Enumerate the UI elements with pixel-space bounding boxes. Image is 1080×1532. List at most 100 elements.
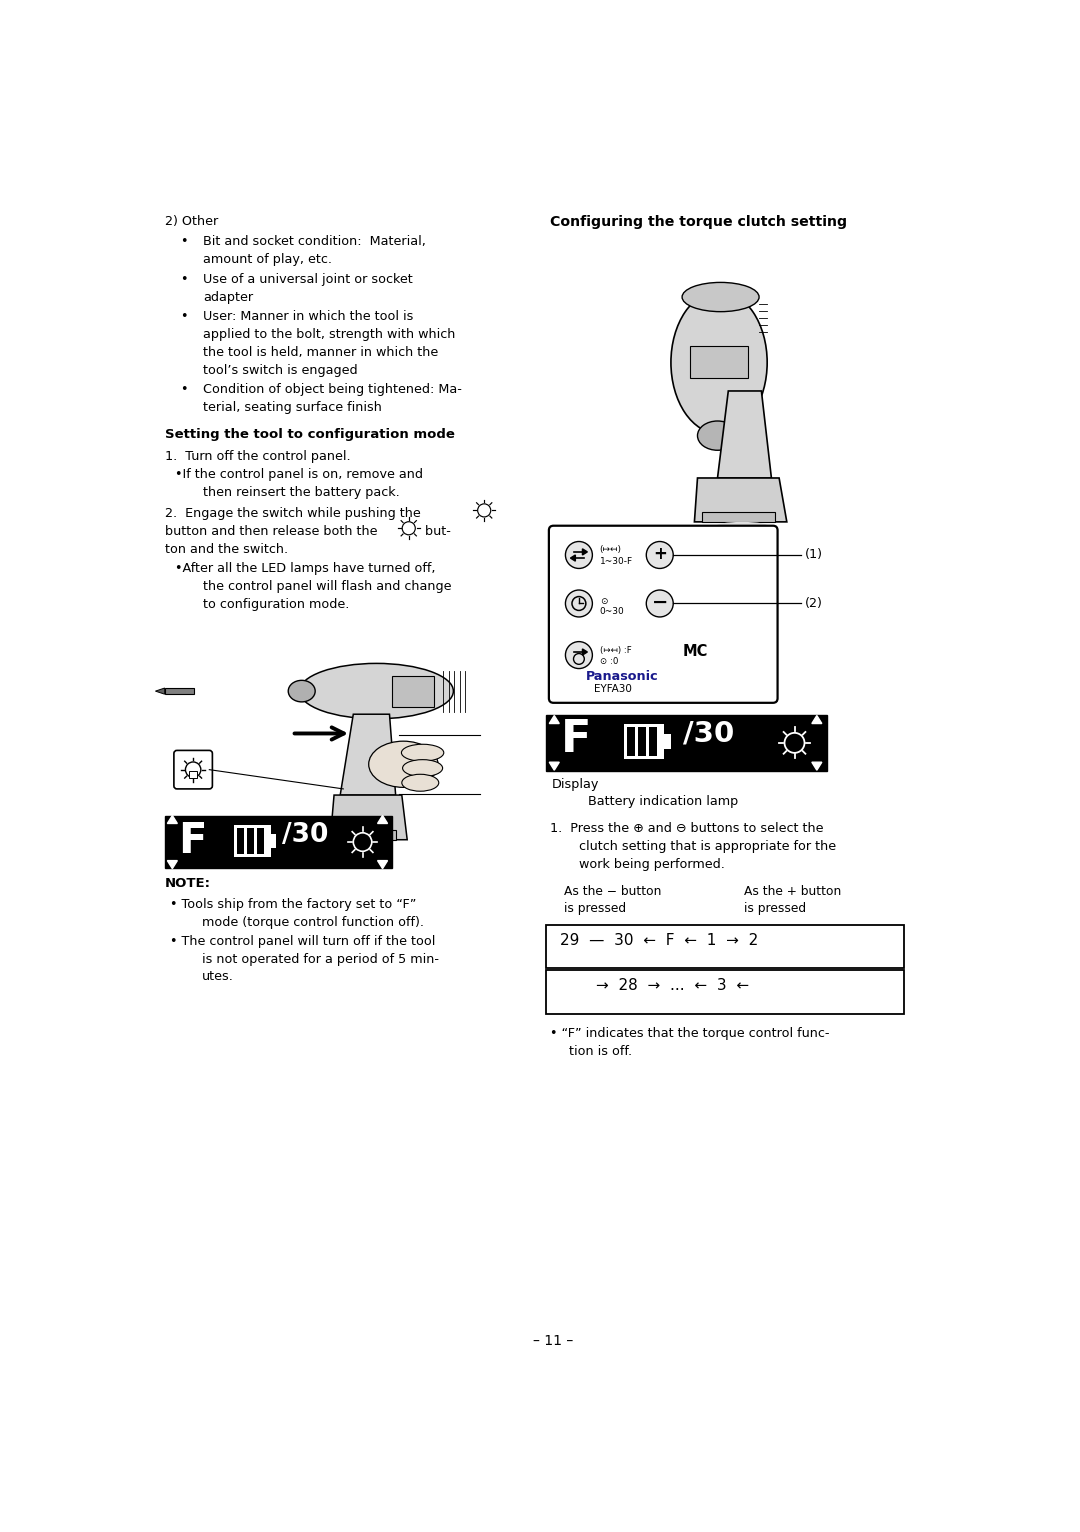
Text: amount of play, etc.: amount of play, etc. — [203, 253, 333, 267]
Polygon shape — [582, 650, 588, 656]
Polygon shape — [156, 688, 164, 694]
Text: adapter: adapter — [203, 291, 254, 303]
Circle shape — [566, 541, 593, 568]
Text: →  28  →  ...  ←  3  ←: → 28 → ... ← 3 ← — [596, 977, 748, 993]
Text: +: + — [652, 545, 666, 564]
Text: EYFA30: EYFA30 — [594, 683, 632, 694]
Text: the tool is held, manner in which the: the tool is held, manner in which the — [203, 346, 438, 358]
Text: •After all the LED lamps have turned off,: •After all the LED lamps have turned off… — [175, 562, 436, 574]
Polygon shape — [582, 548, 588, 555]
Text: 0~30: 0~30 — [599, 607, 624, 616]
Text: ⊙: ⊙ — [599, 597, 607, 607]
Text: mode (torque control function off).: mode (torque control function off). — [202, 916, 423, 928]
Text: 2.  Engage the switch while pushing the: 2. Engage the switch while pushing the — [164, 507, 420, 519]
Text: is not operated for a period of 5 min-: is not operated for a period of 5 min- — [202, 953, 438, 965]
Ellipse shape — [683, 282, 759, 311]
Text: /30: /30 — [683, 720, 734, 748]
Ellipse shape — [671, 291, 767, 434]
Text: •If the control panel is on, remove and: •If the control panel is on, remove and — [175, 469, 423, 481]
Polygon shape — [550, 763, 559, 771]
Text: then reinsert the battery pack.: then reinsert the battery pack. — [203, 486, 400, 499]
Text: •: • — [180, 383, 188, 395]
Bar — [237, 829, 244, 855]
Polygon shape — [812, 715, 822, 723]
Text: • “F” indicates that the torque control func-: • “F” indicates that the torque control … — [550, 1028, 829, 1040]
Text: is pressed: is pressed — [564, 902, 625, 915]
Polygon shape — [378, 861, 388, 869]
Text: 1.  Turn off the control panel.: 1. Turn off the control panel. — [164, 450, 350, 463]
Text: •: • — [180, 236, 188, 248]
Bar — [690, 346, 748, 378]
Bar — [189, 771, 197, 778]
Circle shape — [646, 541, 673, 568]
Text: Configuring the torque clutch setting: Configuring the torque clutch setting — [550, 214, 847, 228]
Polygon shape — [330, 795, 407, 840]
Ellipse shape — [403, 760, 443, 777]
Bar — [545, 925, 904, 968]
Bar — [164, 688, 194, 694]
Ellipse shape — [402, 745, 444, 761]
Bar — [702, 512, 775, 522]
Text: ton and the switch.: ton and the switch. — [164, 542, 287, 556]
Text: Panasonic: Panasonic — [585, 671, 659, 683]
Ellipse shape — [402, 774, 438, 791]
Ellipse shape — [288, 680, 315, 702]
Polygon shape — [694, 478, 787, 522]
Text: Use of a universal joint or socket: Use of a universal joint or socket — [203, 273, 413, 285]
Bar — [247, 829, 254, 855]
Text: NOTE:: NOTE: — [164, 878, 211, 890]
Text: is pressed: is pressed — [744, 902, 806, 915]
Polygon shape — [717, 391, 771, 478]
Ellipse shape — [698, 421, 738, 450]
Text: utes.: utes. — [202, 970, 233, 984]
FancyBboxPatch shape — [549, 525, 778, 703]
Text: F: F — [562, 719, 592, 761]
Text: clutch setting that is appropriate for the: clutch setting that is appropriate for t… — [579, 840, 836, 853]
Text: to configuration mode.: to configuration mode. — [203, 597, 350, 611]
Text: • Tools ship from the factory set to “F”: • Tools ship from the factory set to “F” — [170, 898, 417, 912]
Circle shape — [566, 590, 593, 617]
Text: Battery indication lamp: Battery indication lamp — [589, 795, 739, 809]
Ellipse shape — [368, 741, 438, 787]
Text: 29  —  30  ←  F  ←  1  →  2: 29 — 30 ← F ← 1 → 2 — [559, 933, 758, 948]
Text: – 11 –: – 11 – — [534, 1334, 573, 1348]
Text: • The control panel will turn off if the tool: • The control panel will turn off if the… — [170, 935, 435, 948]
Text: •: • — [180, 273, 188, 285]
Text: As the + button: As the + button — [744, 885, 841, 898]
Polygon shape — [550, 715, 559, 723]
Text: (↦↤) :F: (↦↤) :F — [599, 647, 632, 654]
Text: −: − — [651, 593, 667, 611]
Bar — [545, 715, 827, 771]
Bar — [649, 726, 657, 755]
Bar — [271, 833, 276, 849]
Text: 1.  Press the ⊕ and ⊖ buttons to select the: 1. Press the ⊕ and ⊖ buttons to select t… — [550, 823, 823, 835]
Bar — [545, 970, 904, 1014]
Text: 1~30-F: 1~30-F — [599, 556, 633, 565]
Text: button and then release both the: button and then release both the — [164, 525, 377, 538]
FancyBboxPatch shape — [174, 751, 213, 789]
Bar — [638, 726, 646, 755]
Ellipse shape — [299, 663, 454, 719]
Polygon shape — [340, 714, 395, 795]
Text: (2): (2) — [806, 597, 823, 610]
Polygon shape — [570, 555, 576, 561]
Circle shape — [646, 590, 673, 617]
Text: Condition of object being tightened: Ma-: Condition of object being tightened: Ma- — [203, 383, 462, 395]
Text: work being performed.: work being performed. — [579, 858, 725, 870]
Text: (↦↤): (↦↤) — [599, 545, 622, 555]
Text: /30: /30 — [282, 823, 328, 849]
Polygon shape — [167, 815, 177, 824]
Bar — [392, 676, 434, 706]
Bar — [627, 726, 635, 755]
Polygon shape — [812, 763, 822, 771]
Text: Display: Display — [552, 778, 599, 792]
Text: •: • — [180, 309, 188, 323]
Bar — [257, 829, 264, 855]
Circle shape — [566, 642, 593, 668]
Text: Bit and socket condition:  Material,: Bit and socket condition: Material, — [203, 236, 426, 248]
Text: tion is off.: tion is off. — [569, 1045, 632, 1059]
Text: F: F — [178, 820, 207, 861]
Bar — [624, 723, 664, 758]
Ellipse shape — [715, 522, 769, 532]
Text: but-: but- — [421, 525, 451, 538]
